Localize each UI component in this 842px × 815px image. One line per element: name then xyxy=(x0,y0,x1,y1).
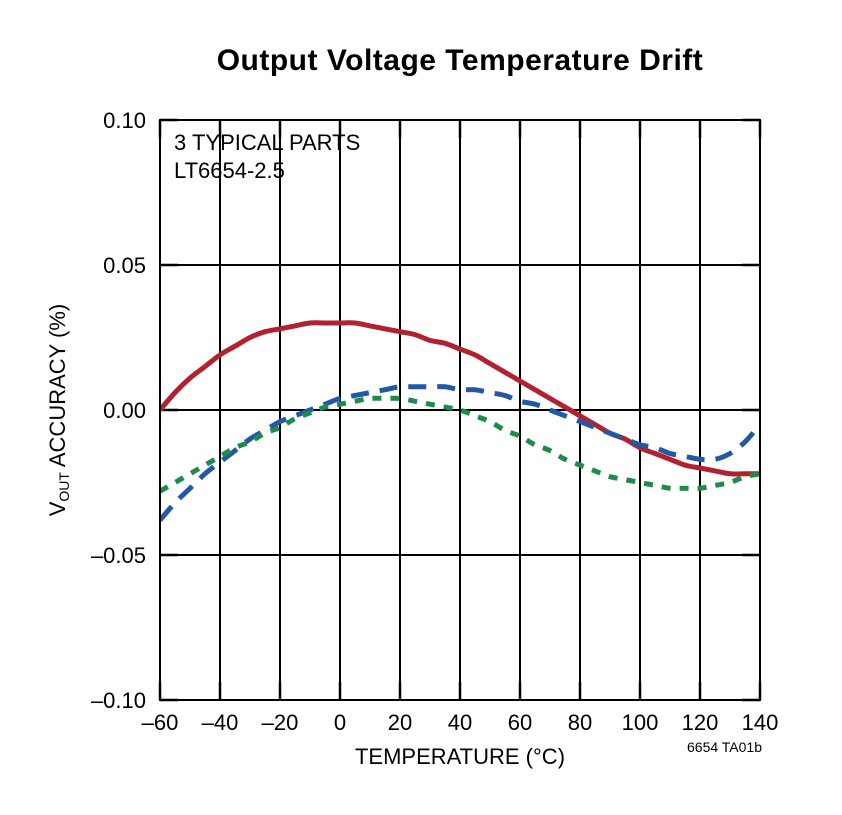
chart-title: Output Voltage Temperature Drift xyxy=(217,44,704,77)
x-axis-label: TEMPERATURE (°C) xyxy=(355,744,565,769)
xtick-label: 20 xyxy=(388,710,412,735)
xtick-label: 60 xyxy=(508,710,532,735)
xtick-label: 140 xyxy=(742,710,779,735)
ytick-label: 0.10 xyxy=(103,108,146,133)
annotation-line: LT6654-2.5 xyxy=(174,158,285,183)
annotation-line: 3 TYPICAL PARTS xyxy=(174,130,360,155)
ytick-label: 0.05 xyxy=(103,253,146,278)
xtick-label: 40 xyxy=(448,710,472,735)
xtick-label: 0 xyxy=(334,710,346,735)
xtick-label: 120 xyxy=(682,710,719,735)
ytick-label: 0.00 xyxy=(103,398,146,423)
xtick-label: –40 xyxy=(202,710,239,735)
ytick-label: –0.05 xyxy=(91,543,146,568)
xtick-label: 100 xyxy=(622,710,659,735)
figure-id: 6654 TA01b xyxy=(687,739,762,755)
xtick-label: –20 xyxy=(262,710,299,735)
y-axis-label: VOUT ACCURACY (%) xyxy=(45,304,72,517)
xtick-label: –60 xyxy=(142,710,179,735)
xtick-label: 80 xyxy=(568,710,592,735)
chart-container: Output Voltage Temperature Drift –60 –40 –2… xyxy=(0,0,842,815)
drift-chart: Output Voltage Temperature Drift –60 –40 –2… xyxy=(0,0,842,815)
ytick-label: –0.10 xyxy=(91,688,146,713)
